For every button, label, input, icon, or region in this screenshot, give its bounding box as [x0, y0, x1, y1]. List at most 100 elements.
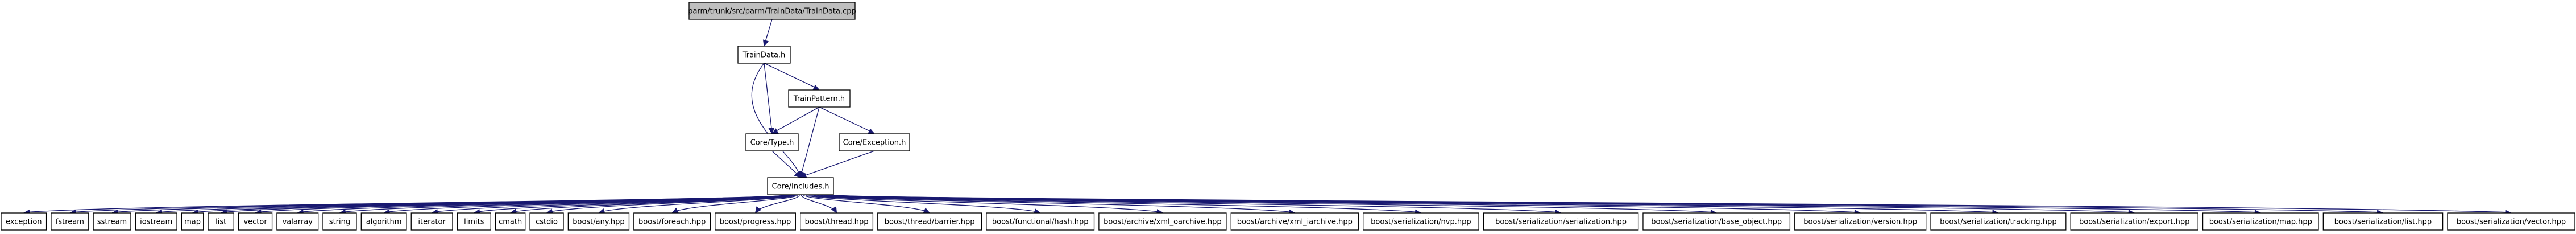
node-include-29[interactable]: boost/serialization/list.hpp — [2322, 212, 2444, 231]
node-include-21[interactable]: boost/archive/xml_iarchive.hpp — [1230, 212, 1359, 231]
node-include-11-label: limits — [464, 218, 484, 227]
node-include-17-box — [800, 212, 874, 231]
node-include-13[interactable]: cstdio — [529, 212, 564, 231]
arrow-head — [868, 128, 876, 134]
edge-line — [812, 194, 1421, 213]
node-include-8[interactable]: string — [322, 212, 357, 231]
node-traindata-h[interactable]: TrainData.h — [737, 46, 791, 64]
node-include-23-label: boost/serialization/serialization.hpp — [1495, 218, 1627, 227]
node-include-17-label: boost/thread.hpp — [805, 218, 869, 227]
node-include-27-label: boost/serialization/export.hpp — [2079, 218, 2189, 227]
node-include-13-label: cstdio — [536, 218, 558, 227]
edge-line — [546, 194, 796, 213]
node-include-5-label: list — [215, 218, 226, 227]
edge-traindata-h-to-trainpattern-h-line — [764, 63, 820, 90]
edge-core-exception-h-to-core-includes-h — [799, 150, 875, 179]
node-include-23[interactable]: boost/serialization/serialization.hpp — [1483, 212, 1639, 231]
edge-traindata-h-to-trainpattern-h — [764, 63, 820, 91]
node-include-12-label: cmath — [499, 218, 522, 227]
edge-traindata-h-to-core-includes-h — [751, 63, 802, 179]
node-include-30-label: boost/serialization/vector.hpp — [2457, 218, 2566, 227]
node-include-3[interactable]: iostream — [135, 212, 177, 231]
node-include-19-label: boost/functional/hash.hpp — [992, 218, 1089, 227]
edge-core-includes-to-leaf — [800, 194, 837, 214]
node-include-25-box — [1794, 212, 1927, 231]
node-trainpattern-h-label: TrainPattern.h — [793, 95, 845, 104]
node-include-22-label: boost/serialization/nvp.hpp — [1371, 218, 1471, 227]
node-traindata-h-label: TrainData.h — [742, 51, 786, 60]
node-include-11[interactable]: limits — [457, 212, 491, 231]
edge-line — [804, 194, 1040, 213]
node-include-26[interactable]: boost/serialization/tracking.hpp — [1930, 212, 2067, 231]
node-core-includes-h-label: Core/Includes.h — [772, 183, 829, 191]
node-include-11-box — [457, 212, 491, 231]
node-include-6[interactable]: vector — [238, 212, 273, 231]
node-include-2[interactable]: sstream — [93, 212, 131, 231]
node-core-type-h-label: Core/Type.h — [750, 139, 794, 147]
node-core-exception-h[interactable]: Core/Exception.h — [839, 133, 910, 151]
node-include-15[interactable]: boost/foreach.hpp — [633, 212, 711, 231]
nodes-layer: parm/trunk/src/parm/TrainData/TrainData.… — [1, 2, 2575, 231]
node-root-file-box — [688, 2, 856, 20]
node-include-24[interactable]: boost/serialization/base_object.hpp — [1642, 212, 1791, 231]
node-trainpattern-h[interactable]: TrainPattern.h — [788, 89, 851, 108]
node-include-2-label: sstream — [97, 218, 127, 227]
node-include-19[interactable]: boost/functional/hash.hpp — [986, 212, 1095, 231]
node-include-17[interactable]: boost/thread.hpp — [800, 212, 874, 231]
arrow-head — [768, 127, 775, 135]
node-include-12[interactable]: cmath — [495, 212, 526, 231]
node-root-file-label: parm/trunk/src/parm/TrainData/TrainData.… — [688, 7, 856, 16]
node-include-12-box — [495, 212, 526, 231]
node-include-18-box — [877, 212, 982, 231]
node-include-4-label: map — [184, 218, 201, 227]
node-include-25[interactable]: boost/serialization/version.hpp — [1794, 212, 1927, 231]
node-include-26-box — [1930, 212, 2067, 231]
node-core-includes-h[interactable]: Core/Includes.h — [767, 177, 834, 195]
edges-layer — [23, 19, 2512, 216]
node-include-21-label: boost/archive/xml_iarchive.hpp — [1237, 218, 1353, 227]
node-core-exception-h-box — [839, 133, 910, 151]
node-include-30-box — [2447, 212, 2575, 231]
edge-line — [802, 194, 930, 213]
node-core-type-h[interactable]: Core/Type.h — [745, 133, 799, 151]
node-include-8-label: string — [329, 218, 350, 227]
node-include-26-label: boost/serialization/tracking.hpp — [1940, 218, 2056, 227]
edge-traindata-h-to-core-includes-h-line — [751, 63, 801, 178]
node-include-27-box — [2070, 212, 2198, 231]
node-include-8-box — [322, 212, 357, 231]
node-include-1[interactable]: fstream — [51, 212, 89, 231]
node-include-9[interactable]: algorithm — [360, 212, 407, 231]
node-include-2-box — [93, 212, 131, 231]
node-include-5[interactable]: list — [208, 212, 234, 231]
node-include-14[interactable]: boost/any.hpp — [567, 212, 630, 231]
node-include-28[interactable]: boost/serialization/map.hpp — [2202, 212, 2319, 231]
node-include-29-label: boost/serialization/list.hpp — [2334, 218, 2432, 227]
node-include-27[interactable]: boost/serialization/export.hpp — [2070, 212, 2198, 231]
node-include-16[interactable]: boost/progress.hpp — [715, 212, 796, 231]
node-include-16-box — [715, 212, 796, 231]
edge-line — [834, 194, 2512, 213]
node-include-14-label: boost/any.hpp — [573, 218, 624, 227]
node-include-24-label: boost/serialization/base_object.hpp — [1651, 218, 1782, 227]
node-include-20[interactable]: boost/archive/xml_oarchive.hpp — [1098, 212, 1227, 231]
node-include-3-box — [135, 212, 177, 231]
node-include-30[interactable]: boost/serialization/vector.hpp — [2447, 212, 2575, 231]
node-include-22[interactable]: boost/serialization/nvp.hpp — [1363, 212, 1479, 231]
edge-trainpattern-h-to-core-exception-h-line — [819, 106, 875, 134]
node-include-13-box — [529, 212, 564, 231]
node-include-21-box — [1230, 212, 1359, 231]
node-include-24-box — [1642, 212, 1791, 231]
node-include-7[interactable]: valarray — [276, 212, 319, 231]
node-include-10[interactable]: iterator — [410, 212, 453, 231]
node-include-3-label: iostream — [140, 218, 172, 227]
node-include-18[interactable]: boost/thread/barrier.hpp — [877, 212, 982, 231]
node-root-file[interactable]: parm/trunk/src/parm/TrainData/TrainData.… — [688, 2, 856, 20]
edge-traindata-h-to-core-type-h — [764, 63, 775, 135]
node-include-1-label: fstream — [56, 218, 84, 227]
edge-line — [598, 194, 797, 213]
node-include-4[interactable]: map — [181, 212, 204, 231]
edge-core-type-h-to-core-includes-h — [771, 150, 801, 178]
node-include-0[interactable]: exception — [1, 212, 47, 231]
node-include-6-label: vector — [243, 218, 267, 227]
